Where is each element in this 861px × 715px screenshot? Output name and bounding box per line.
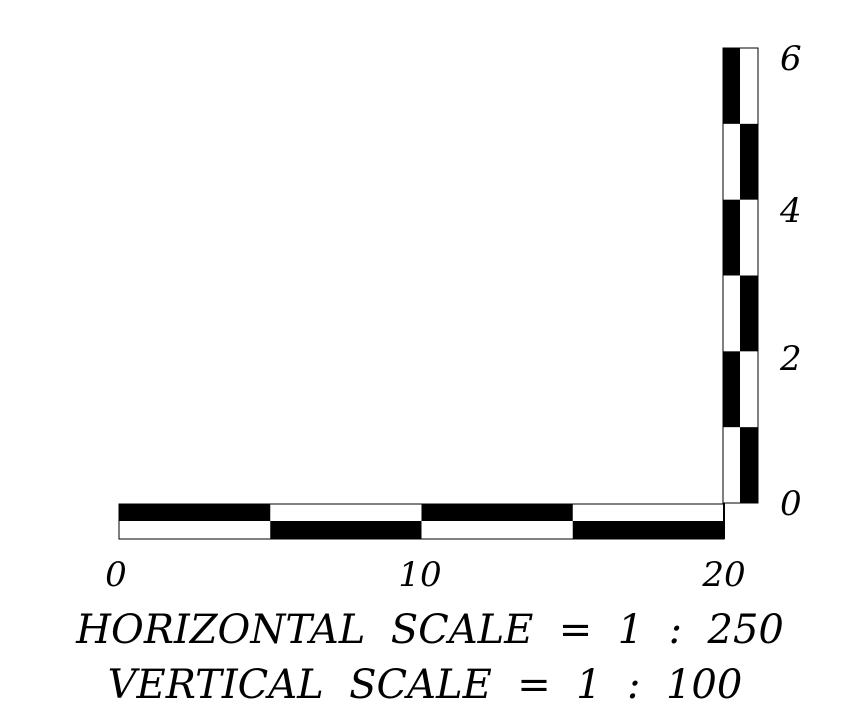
h-scale-segment [119, 504, 271, 521]
v-scale-segment [740, 123, 758, 200]
scale-corner-joint [723, 503, 725, 539]
vertical-scale-bar [722, 47, 759, 539]
h-tick-label-10: 10 [398, 555, 441, 595]
v-tick-label-0: 0 [780, 484, 802, 524]
h-tick-label-0: 0 [105, 555, 127, 595]
vertical-scale-caption: VERTICAL SCALE = 1 : 100 [108, 662, 743, 708]
h-scale-segment [421, 504, 573, 521]
v-tick-label-4: 4 [779, 191, 802, 231]
h-tick-label-20: 20 [701, 555, 745, 595]
horizontal-scale-caption: HORIZONTAL SCALE = 1 : 250 [75, 607, 784, 653]
h-scale-segment [572, 521, 724, 539]
v-tick-label-6: 6 [780, 39, 802, 79]
v-scale-segment [723, 351, 740, 428]
v-scale-segment [723, 48, 740, 124]
horizontal-scale-bar [118, 503, 725, 540]
v-scale-segment [723, 199, 740, 276]
h-scale-segment [270, 521, 422, 539]
v-scale-segment [740, 427, 758, 503]
v-scale-segment [740, 275, 758, 352]
v-tick-label-2: 2 [779, 339, 802, 379]
